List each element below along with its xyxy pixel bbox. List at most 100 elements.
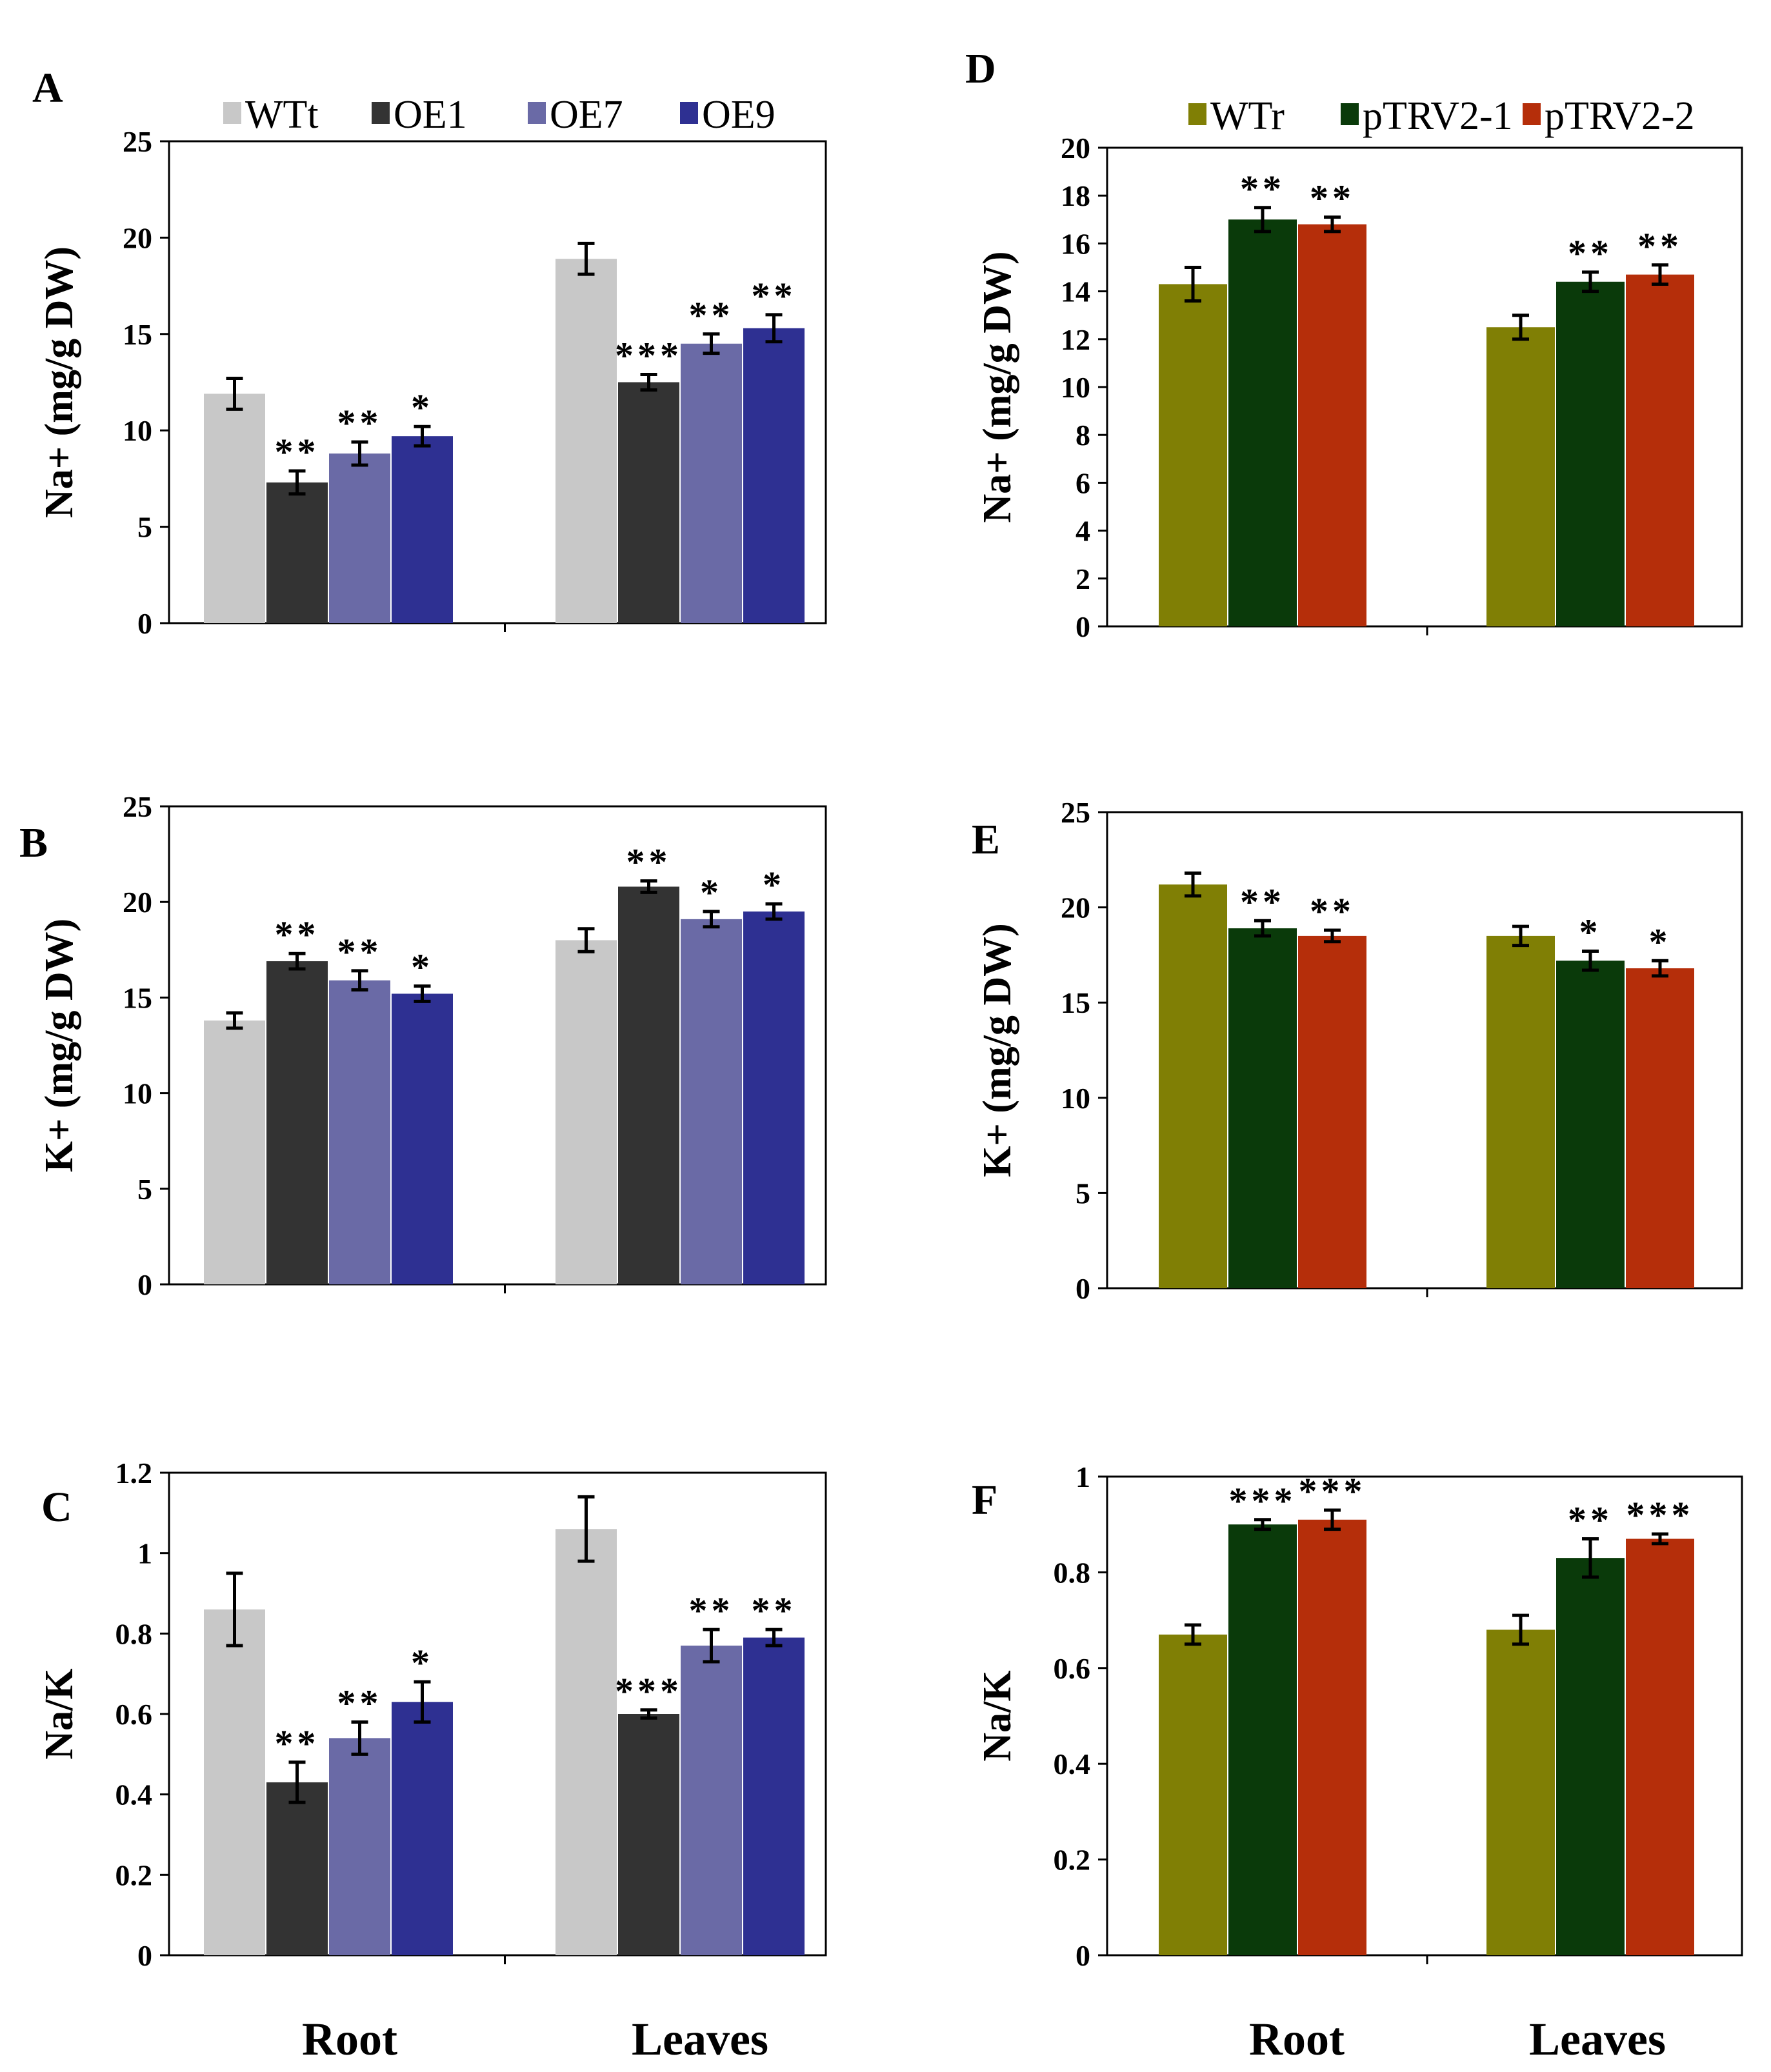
y-tick-label: 0.2: [1054, 1844, 1091, 1877]
bar-oe9-leaves: [743, 328, 805, 623]
significance-stars: **: [626, 841, 672, 883]
panel-letter: F: [972, 1477, 997, 1524]
y-tick-label: 12: [1061, 323, 1090, 356]
y-axis-title: K+ (mg/g DW): [976, 923, 1019, 1177]
y-axis-title: Na+ (mg/g DW): [976, 251, 1019, 523]
bar-oe7-leaves: [681, 919, 742, 1284]
significance-stars: **: [337, 931, 383, 973]
legend-swatch-wtr: [1188, 103, 1206, 125]
bar-ptrv2-2-root: [1298, 935, 1366, 1288]
plot-frame: [168, 140, 827, 624]
y-tick-label: 15: [123, 318, 152, 351]
panel-letter: C: [41, 1484, 72, 1531]
significance-stars: **: [689, 1589, 734, 1631]
x-group-label-root: Root: [1249, 2013, 1345, 2065]
bar-ptrv2-2-root: [1298, 1519, 1366, 1955]
y-tick-label: 10: [123, 414, 152, 447]
y-tick-label: 10: [1061, 1082, 1090, 1115]
significance-stars: **: [275, 1722, 320, 1764]
panel-letter: D: [965, 45, 996, 92]
significance-stars: ***: [615, 1670, 683, 1712]
significance-stars: *: [411, 386, 434, 428]
bar-ptrv2-2-leaves: [1626, 968, 1694, 1288]
y-tick-label: 18: [1061, 179, 1090, 212]
x-group-label-leaves: Leaves: [632, 2013, 768, 2065]
bar-wtt-root: [204, 1609, 265, 1955]
bar-wtr-leaves: [1486, 1629, 1555, 1955]
panel-letter: E: [972, 816, 1000, 863]
y-tick-label: 20: [123, 221, 152, 254]
bar-wtr-leaves: [1486, 935, 1555, 1288]
bar-oe1-root: [266, 961, 328, 1284]
significance-stars: ***: [1229, 1480, 1297, 1522]
y-tick-label: 10: [123, 1077, 152, 1110]
bar-wtt-leaves: [555, 940, 617, 1284]
legend-label: OE1: [394, 93, 467, 137]
legend-right: WTr pTRV2-1 pTRV2-2: [1188, 94, 1695, 138]
bar-wtt-leaves: [555, 259, 617, 623]
y-axis-title: K+ (mg/g DW): [37, 919, 81, 1173]
significance-stars: **: [337, 1682, 383, 1724]
bar-oe9-root: [392, 436, 453, 623]
y-tick-label: 6: [1076, 466, 1090, 499]
significance-stars: ***: [1626, 1494, 1694, 1536]
bar-oe7-leaves: [681, 1646, 742, 1955]
y-tick-label: 1: [137, 1537, 152, 1570]
bar-oe7-leaves: [681, 343, 742, 623]
bar-ptrv2-1-leaves: [1556, 281, 1625, 626]
significance-stars: **: [1240, 881, 1285, 922]
significance-stars: **: [1637, 225, 1683, 267]
plot-frame: [168, 805, 827, 1286]
y-tick-label: 20: [1061, 892, 1090, 924]
bar-wtr-root: [1159, 1634, 1227, 1955]
bar-ptrv2-1-root: [1228, 928, 1297, 1288]
y-tick-label: 0: [137, 607, 152, 640]
bar-ptrv2-2-leaves: [1626, 274, 1694, 626]
legend-swatch-oe1: [372, 102, 390, 124]
plot-frame: [1106, 1475, 1743, 1957]
legend-label: WTr: [1210, 94, 1285, 138]
bar-ptrv2-1-root: [1228, 1524, 1297, 1955]
bar-wtt-root: [204, 1020, 265, 1284]
legend-label: pTRV2-1: [1363, 94, 1513, 138]
bar-wtt-leaves: [555, 1529, 617, 1955]
legend-swatch-oe7: [528, 102, 546, 124]
bar-oe9-leaves: [743, 911, 805, 1284]
legend-swatch-ptrv2-2: [1523, 103, 1541, 125]
bar-oe1-leaves: [618, 886, 679, 1284]
bar-oe1-root: [266, 1782, 328, 1955]
y-tick-label: 0.4: [115, 1778, 153, 1811]
bar-ptrv2-2-root: [1298, 224, 1366, 627]
y-tick-label: 1: [1076, 1460, 1090, 1493]
y-tick-label: 0: [1076, 1272, 1090, 1305]
y-tick-label: 0.8: [115, 1617, 153, 1650]
y-tick-label: 5: [137, 511, 152, 544]
y-tick-label: 14: [1061, 275, 1090, 308]
bar-oe7-root: [329, 453, 390, 623]
significance-stars: *: [411, 1642, 434, 1684]
panel-d: D 0 2 4 6 8 10 12 14 16 18 20 Na+ (mg/g DW) ** ** ** **: [965, 45, 1743, 643]
y-tick-label: 0: [137, 1939, 152, 1972]
y-tick-label: 25: [123, 790, 152, 823]
y-tick-label: 15: [1061, 986, 1090, 1019]
bar-wtr-root: [1159, 284, 1227, 627]
bar-oe9-root: [392, 993, 453, 1284]
y-axis-title: Na/K: [37, 1668, 81, 1759]
bar-ptrv2-1-root: [1228, 219, 1297, 626]
y-tick-label: 25: [123, 125, 152, 158]
significance-stars: **: [1310, 890, 1355, 932]
significance-stars: *: [1649, 921, 1672, 962]
bar-oe9-root: [392, 1702, 453, 1955]
significance-stars: **: [689, 294, 734, 336]
y-tick-label: 0: [137, 1268, 152, 1301]
bar-oe7-root: [329, 1738, 390, 1955]
legend-swatch-oe9: [680, 102, 698, 124]
bar-wtt-root: [204, 393, 265, 623]
bar-wtr-root: [1159, 884, 1227, 1288]
significance-stars: ***: [1299, 1470, 1366, 1512]
y-tick-label: 0.6: [1054, 1652, 1091, 1685]
